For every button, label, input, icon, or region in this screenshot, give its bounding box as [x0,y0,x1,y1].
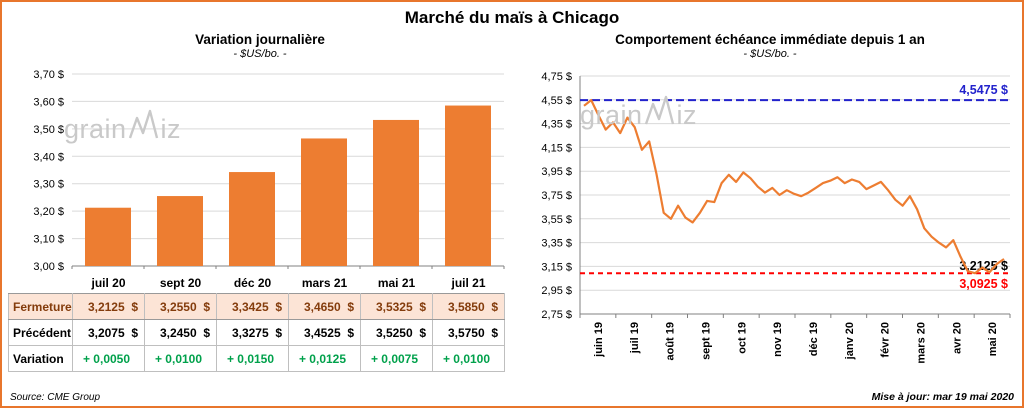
svg-text:3,0925 $: 3,0925 $ [959,277,1008,291]
table-cell: 3,4525 $ [288,319,361,346]
svg-text:févr 20: févr 20 [880,322,892,357]
svg-text:janv 20: janv 20 [844,322,856,360]
svg-text:4,55 $: 4,55 $ [541,95,572,107]
table-cell: 3,5250 $ [360,319,433,346]
svg-text:4,15 $: 4,15 $ [541,142,572,154]
table-cell: 3,5750 $ [432,319,505,346]
svg-text:3,35 $: 3,35 $ [541,238,572,250]
svg-text:3,00 $: 3,00 $ [33,261,64,272]
svg-text:3,2125 $: 3,2125 $ [959,259,1008,273]
table-cell: + 0,0150 [216,345,289,372]
svg-text:3,60 $: 3,60 $ [33,96,64,108]
svg-text:août 19: août 19 [665,322,677,361]
svg-text:3,30 $: 3,30 $ [33,179,64,191]
svg-text:sept 19: sept 19 [700,322,712,360]
bar-category-label: juil 21 [451,275,486,290]
table-row-precedent: Précédent 3,2075 $ 3,2450 $ 3,3275 $ 3,4… [8,319,505,346]
bar-category-label: mai 21 [377,275,416,290]
row-label: Précédent [8,319,73,346]
bar-chart-title: Variation journalière [195,32,325,47]
table-cell: 3,5850 $ [432,293,505,320]
line-chart-title: Comportement échéance immédiate depuis 1… [615,32,925,47]
table-cell: 3,3425 $ [216,293,289,320]
svg-text:3,10 $: 3,10 $ [33,234,64,246]
table-cell: + 0,0125 [288,345,361,372]
daily-variation-panel: Variation journalière - $US/bo. - 3,00 $… [8,32,512,372]
svg-text:4,75 $: 4,75 $ [541,71,572,83]
one-year-trend-panel: Comportement échéance immédiate depuis 1… [520,32,1020,376]
row-label: Variation [8,345,73,372]
svg-text:juin 19: juin 19 [593,322,605,358]
table-cell: 3,4650 $ [288,293,361,320]
table-cell: 3,3275 $ [216,319,289,346]
table-cell: 3,2075 $ [72,319,145,346]
page-title: Marché du maïs à Chicago [404,8,620,27]
line-chart-subtitle: - $US/bo. - [743,48,797,60]
svg-text:mai 20: mai 20 [987,322,999,356]
svg-text:déc 19: déc 19 [808,322,820,356]
svg-text:avr 20: avr 20 [951,322,963,354]
bar-category-label: juil 20 [91,275,126,290]
row-label: Fermeture [8,293,73,320]
svg-text:oct 19: oct 19 [736,322,748,354]
svg-text:mars 20: mars 20 [915,322,927,364]
svg-text:3,20 $: 3,20 $ [33,206,64,218]
source-note: Source: CME Group [10,392,101,403]
svg-text:3,55 $: 3,55 $ [541,214,572,226]
table-row-variation: Variation + 0,0050 + 0,0100 + 0,0150 + 0… [8,345,505,372]
table-row-fermeture: Fermeture 3,2125 $ 3,2550 $ 3,3425 $ 3,4… [8,293,505,320]
bar-category-label: sept 20 [159,275,202,290]
svg-text:3,95 $: 3,95 $ [541,166,572,178]
svg-text:4,5475 $: 4,5475 $ [959,83,1008,97]
update-note: Mise à jour: mar 19 mai 2020 [871,391,1014,403]
table-cell: + 0,0100 [432,345,505,372]
bar-category-label: mars 21 [301,275,348,290]
svg-text:3,50 $: 3,50 $ [33,124,64,136]
bar-chart: 3,00 $ 3,10 $ 3,20 $ 3,30 $ 3,40 $ 3,50 $ 3,60… [33,69,505,272]
svg-text:3,40 $: 3,40 $ [33,151,64,163]
table-cell: 3,2125 $ [72,293,145,320]
table-cell: 3,5325 $ [360,293,433,320]
bar-category-row: juil 20 sept 20 déc 20 mars 21 mai 21 ju… [9,272,505,294]
corner-cell [9,272,73,294]
svg-text:4,35 $: 4,35 $ [541,119,572,131]
svg-text:2,95 $: 2,95 $ [541,285,572,297]
svg-text:3,70 $: 3,70 $ [33,69,64,81]
svg-text:juil 19: juil 19 [629,322,641,354]
line-chart: 2,75 $ 2,95 $ 3,15 $ 3,35 $ 3,55 $ 3,75 $ 3,95… [541,71,1011,364]
svg-text:nov 19: nov 19 [772,322,784,357]
svg-text:2,75 $: 2,75 $ [541,309,572,321]
table-cell: 3,2450 $ [144,319,217,346]
table-cell: + 0,0050 [72,345,145,372]
bar-category-label: déc 20 [233,275,272,290]
table-cell: + 0,0075 [360,345,433,372]
price-table: juil 20 sept 20 déc 20 mars 21 mai 21 ju… [8,272,505,372]
table-cell: + 0,0100 [144,345,217,372]
table-cell: 3,2550 $ [144,293,217,320]
svg-text:3,15 $: 3,15 $ [541,261,572,273]
bar-chart-subtitle: - $US/bo. - [233,48,287,60]
svg-text:3,75 $: 3,75 $ [541,190,572,202]
